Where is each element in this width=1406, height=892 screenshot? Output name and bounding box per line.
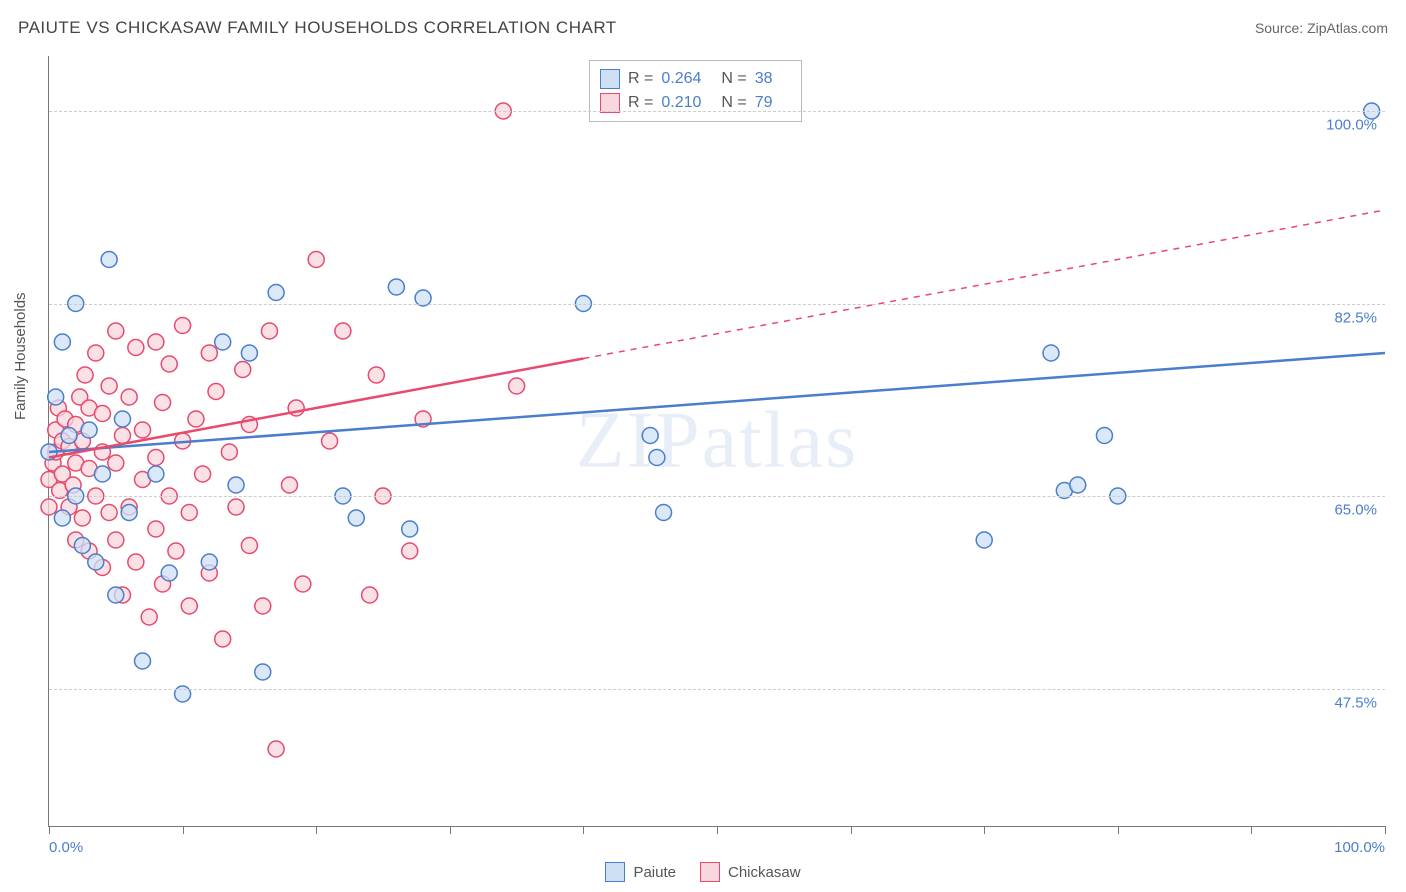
- y-axis-label: Family Households: [12, 292, 29, 420]
- r-value-paiute: 0.264: [661, 67, 701, 91]
- plot-area: R = 0.264 N = 38 R = 0.210 N = 79 ZIPatl…: [48, 56, 1385, 827]
- legend-item-chickasaw: Chickasaw: [700, 862, 801, 882]
- x-tick-label-right: 100.0%: [1334, 839, 1385, 856]
- stats-row-paiute: R = 0.264 N = 38: [600, 67, 785, 91]
- n-label: N =: [721, 67, 746, 91]
- chart-svg: [49, 56, 1385, 826]
- source-label: Source: ZipAtlas.com: [1255, 20, 1388, 36]
- legend-label-chickasaw: Chickasaw: [728, 864, 801, 881]
- swatch-chickasaw-icon: [600, 93, 620, 113]
- stats-legend-box: R = 0.264 N = 38 R = 0.210 N = 79: [589, 60, 802, 122]
- bottom-legend: Paiute Chickasaw: [0, 862, 1406, 882]
- y-tick-label: 47.5%: [1334, 694, 1377, 711]
- y-tick-label: 65.0%: [1334, 502, 1377, 519]
- legend-swatch-chickasaw-icon: [700, 862, 720, 882]
- x-tick-label-left: 0.0%: [49, 839, 83, 856]
- n-value-paiute: 38: [755, 67, 773, 91]
- legend-swatch-paiute-icon: [605, 862, 625, 882]
- r-label: R =: [628, 67, 653, 91]
- legend-label-paiute: Paiute: [633, 864, 676, 881]
- legend-item-paiute: Paiute: [605, 862, 676, 882]
- chart-title: PAIUTE VS CHICKASAW FAMILY HOUSEHOLDS CO…: [18, 18, 617, 38]
- swatch-paiute-icon: [600, 69, 620, 89]
- y-tick-label: 100.0%: [1326, 117, 1377, 134]
- y-tick-label: 82.5%: [1334, 309, 1377, 326]
